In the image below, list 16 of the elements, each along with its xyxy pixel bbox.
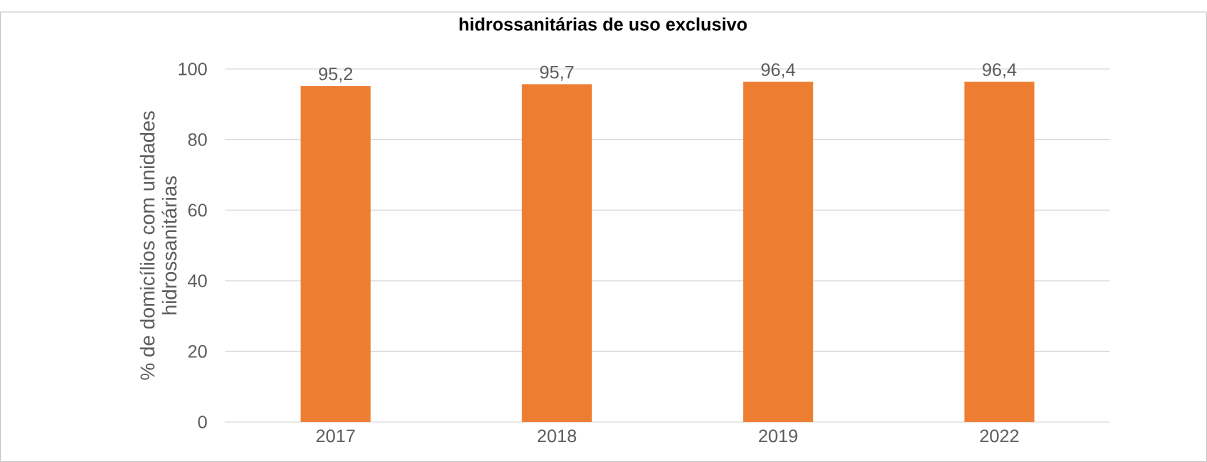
x-tick-label: 2019 [759,429,798,443]
y-tick-label: 60 [188,203,207,217]
data-label: 96,4 [982,63,1017,79]
y-tick-label: 20 [188,345,207,358]
data-label: 95,7 [540,65,574,81]
x-tick-label: 2022 [980,429,1019,443]
chart-title: hidrossanitárias de uso exclusivo [459,17,747,31]
y-tick-label: 0 [198,415,207,429]
x-tick-label: 2018 [537,429,577,443]
y-tick-label: 80 [188,133,207,146]
data-label: 95,2 [318,67,353,83]
x-tick-label: 2017 [316,429,355,443]
y-tick-label: 40 [187,274,207,288]
data-label: 96,4 [761,63,796,79]
y-axis-title: % de domicílios com unidades hidrossanitárias [139,111,177,380]
y-tick-label: 100 [178,62,207,76]
